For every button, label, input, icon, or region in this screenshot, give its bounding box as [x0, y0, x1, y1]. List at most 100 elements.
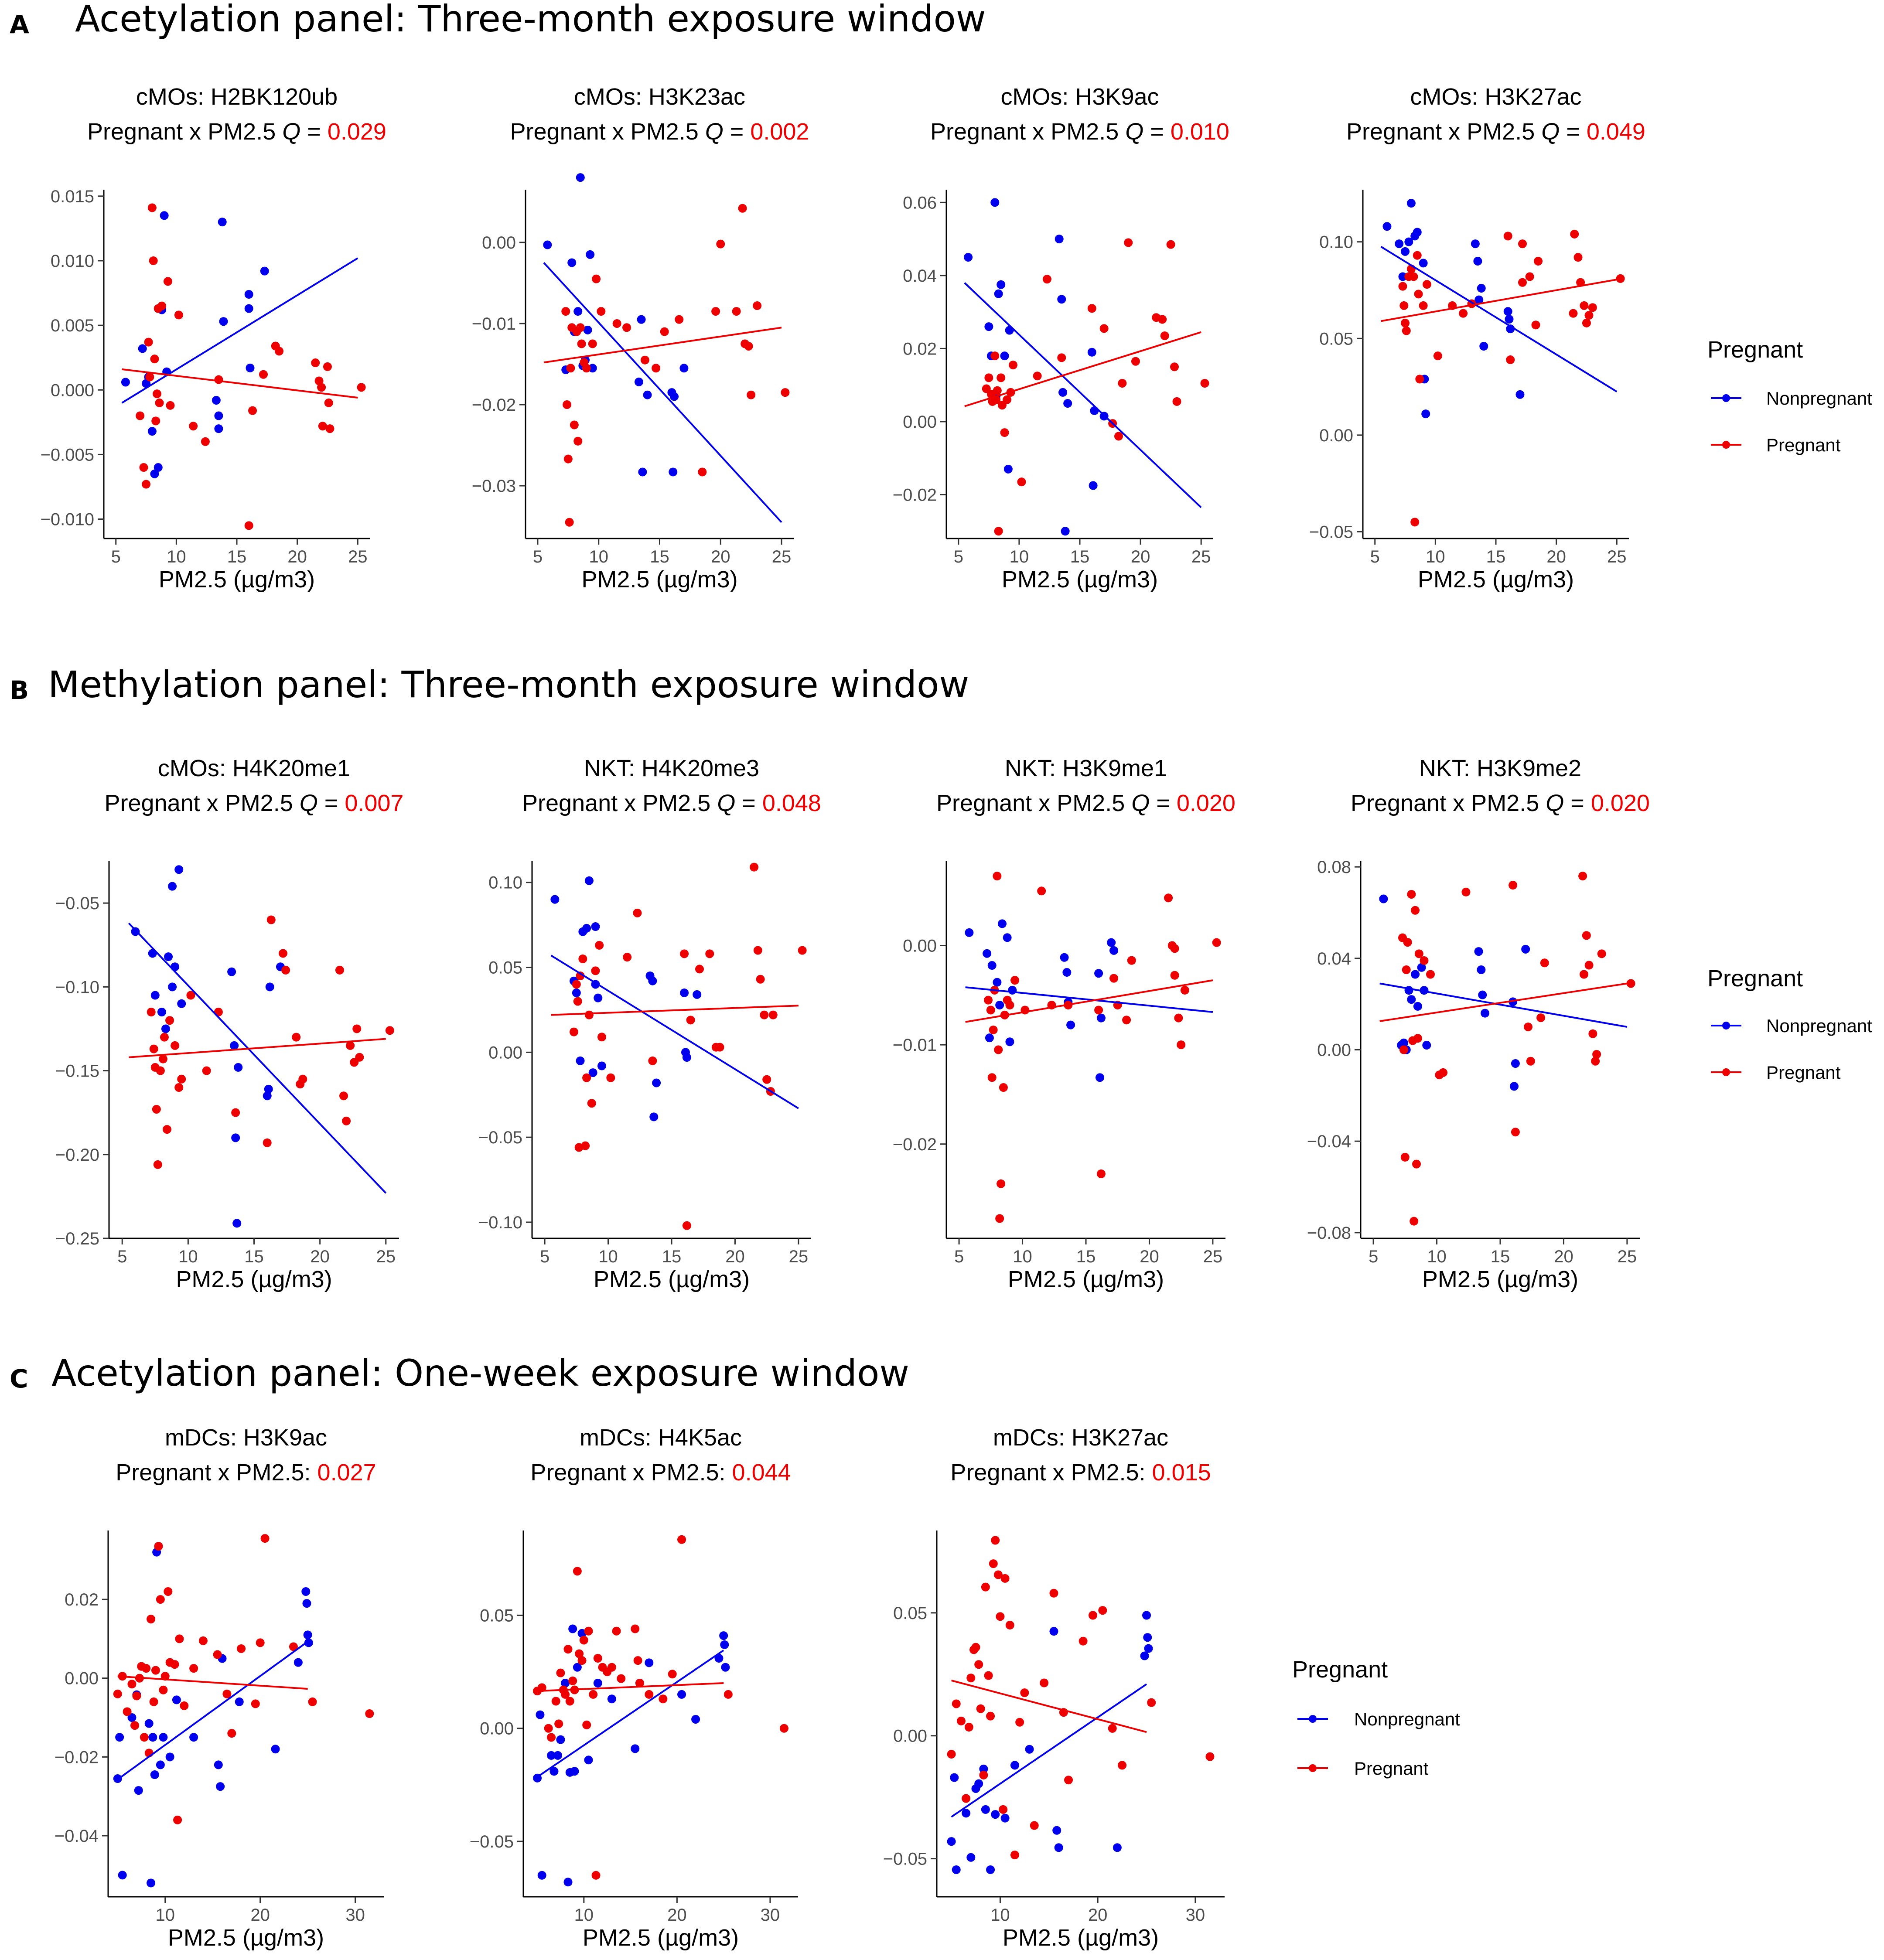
x-tick-label: 30	[345, 1905, 365, 1925]
data-point	[962, 1794, 971, 1803]
data-point	[573, 997, 582, 1006]
data-point	[1158, 315, 1167, 324]
data-point	[1413, 1002, 1422, 1011]
data-point	[588, 339, 597, 348]
y-tick-label: −0.20	[55, 1145, 99, 1165]
data-point	[570, 1767, 579, 1776]
data-point	[1040, 1678, 1049, 1687]
data-point	[115, 1733, 124, 1742]
data-point	[682, 1221, 691, 1230]
data-point	[956, 1716, 966, 1725]
data-point	[325, 424, 334, 433]
data-point	[997, 280, 1006, 289]
data-point	[563, 454, 573, 464]
data-point	[1505, 314, 1514, 324]
y-tick-label: −0.25	[55, 1229, 99, 1248]
data-point	[591, 1871, 601, 1880]
data-point	[138, 344, 147, 353]
data-point	[607, 1694, 616, 1704]
data-point	[971, 1643, 980, 1652]
data-point	[561, 307, 570, 316]
data-point	[984, 995, 993, 1005]
chart-subtitle: Pregnant x PM2.5 Q = 0.007	[105, 790, 404, 816]
data-point	[1017, 477, 1026, 487]
data-point	[156, 1066, 165, 1075]
data-point	[271, 1745, 280, 1754]
data-point	[1200, 378, 1209, 388]
data-point	[756, 975, 765, 984]
data-point	[1000, 351, 1009, 361]
data-point	[154, 463, 163, 472]
y-tick-label: −0.05	[1309, 522, 1353, 542]
y-tick-label: 0.10	[1319, 233, 1353, 252]
chart-7: NKT: H3K9me2 Pregnant x PM2.5 Q = 0.020 5 1…	[1307, 755, 1650, 1292]
data-point	[989, 1559, 998, 1568]
fit-line-pregnant	[964, 331, 1201, 407]
data-point	[265, 982, 274, 992]
data-point	[575, 1649, 584, 1658]
data-point	[990, 351, 1000, 361]
data-point	[573, 307, 583, 316]
data-point	[1540, 958, 1549, 968]
data-point	[149, 1044, 158, 1053]
data-point	[1096, 1013, 1106, 1023]
data-point	[607, 1663, 616, 1672]
data-point	[1109, 974, 1118, 983]
data-point	[1570, 229, 1579, 239]
legend-key-pregnant	[1722, 1068, 1730, 1076]
data-point	[536, 1710, 545, 1719]
chart-q-equals: =	[300, 119, 328, 145]
chart-title: mDCs: H3K27ac	[993, 1425, 1168, 1451]
data-point	[1588, 1029, 1597, 1038]
data-point	[144, 337, 153, 347]
data-point	[1003, 933, 1012, 942]
legend-row-b: Pregnant Nonpregnant Pregnant	[1707, 965, 1872, 1083]
y-tick-label: −0.15	[55, 1062, 99, 1081]
x-tick-label: 5	[954, 547, 963, 566]
data-point	[244, 304, 253, 313]
chart-8: mDCs: H3K9ac Pregnant x PM2.5: 0.027 10 20 3…	[55, 1425, 384, 1951]
data-point	[1010, 1761, 1019, 1770]
data-point	[984, 373, 993, 382]
data-point	[622, 323, 631, 332]
data-point	[1379, 894, 1388, 903]
chart-subtitle: Pregnant x PM2.5: 0.044	[530, 1459, 791, 1486]
data-point	[561, 1679, 570, 1687]
data-point	[311, 358, 320, 368]
data-point	[147, 1008, 156, 1016]
data-point	[986, 1865, 995, 1874]
data-point	[563, 400, 572, 409]
fit-line-pregnant	[1381, 279, 1617, 322]
data-point	[324, 398, 333, 407]
data-point	[985, 1033, 994, 1043]
legend-key-nonpregnant	[1309, 1715, 1317, 1723]
x-axis-label: PM2.5 (µg/m3)	[583, 1925, 739, 1951]
data-point	[595, 941, 604, 950]
data-point	[1407, 995, 1416, 1004]
data-point	[640, 355, 649, 365]
data-point	[1055, 235, 1064, 244]
data-point	[1049, 1627, 1058, 1636]
data-point	[572, 988, 581, 997]
data-point	[1477, 284, 1486, 293]
legend-label-nonpregnant: Nonpregnant	[1766, 1016, 1872, 1036]
y-tick-label: 0.00	[480, 1719, 514, 1738]
data-point	[577, 1656, 587, 1665]
data-point	[142, 480, 151, 489]
chart-title: cMOs: H3K23ac	[574, 84, 745, 110]
data-point	[547, 1751, 556, 1760]
data-point	[1414, 290, 1423, 299]
chart-title: cMOs: H2BK120ub	[136, 84, 338, 110]
y-tick-label: −0.02	[472, 395, 516, 415]
data-point	[544, 1724, 553, 1733]
x-tick-label: 15	[650, 547, 669, 566]
data-point	[1503, 232, 1512, 241]
data-point	[1118, 378, 1127, 388]
data-point	[645, 1658, 654, 1667]
data-point	[1569, 309, 1578, 318]
data-point	[352, 1024, 362, 1033]
data-point	[1511, 1128, 1520, 1137]
data-point	[339, 1091, 348, 1101]
data-point	[1422, 1041, 1431, 1050]
